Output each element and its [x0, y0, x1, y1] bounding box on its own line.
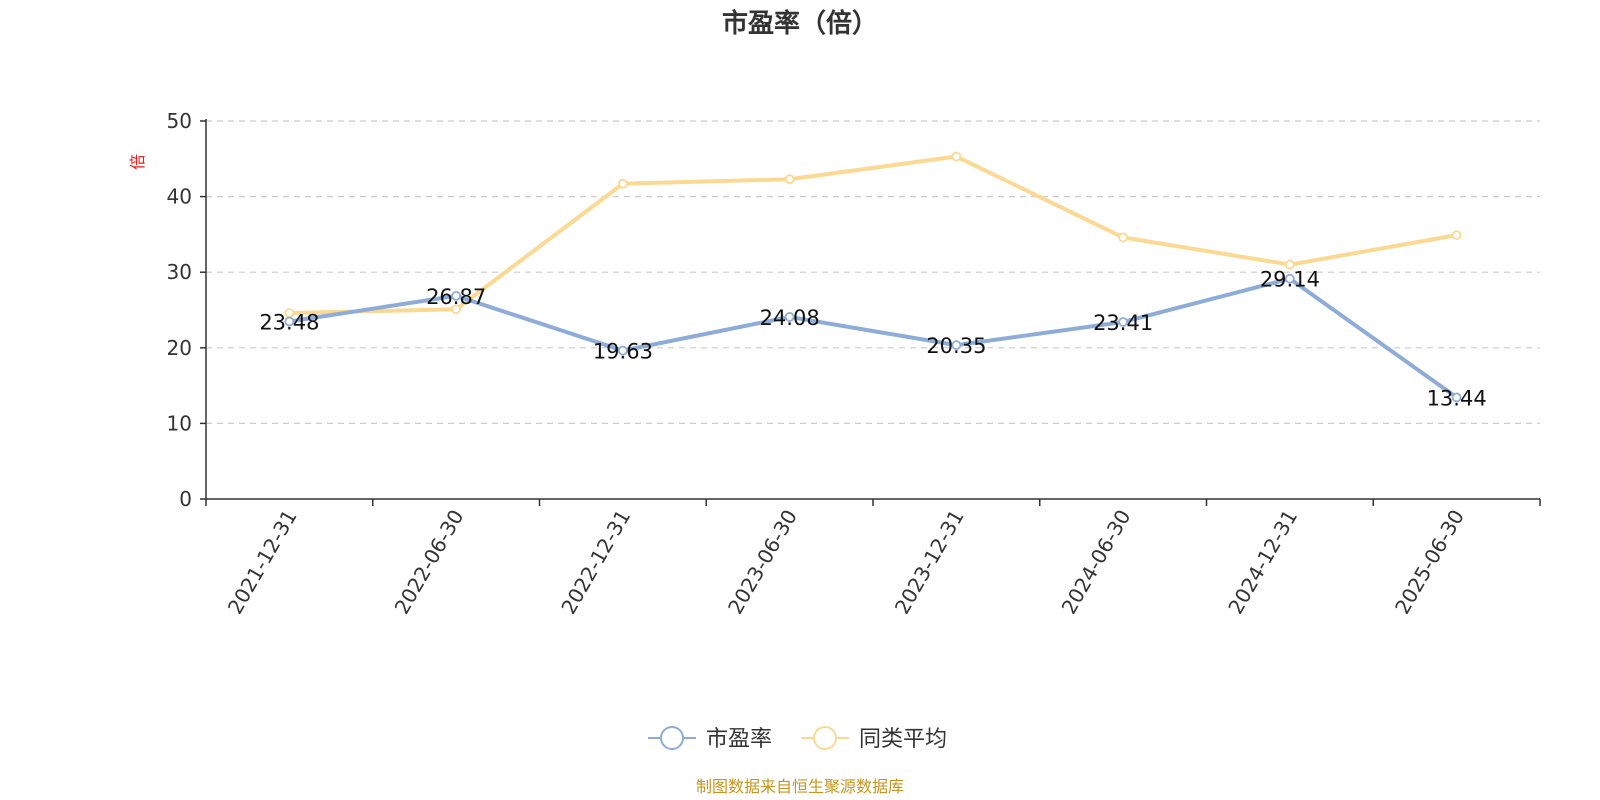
data-label: 24.08 [760, 306, 820, 330]
data-label: 23.48 [259, 310, 319, 334]
data-point[interactable] [951, 340, 962, 351]
data-point[interactable] [1451, 392, 1462, 403]
data-point[interactable] [784, 312, 795, 322]
legend[interactable]: 市盈率 同类平均 [648, 726, 947, 752]
data-point[interactable] [951, 151, 962, 162]
legend-marker[interactable] [660, 726, 684, 750]
data-point[interactable] [451, 304, 462, 315]
legend-label[interactable]: 市盈率 [706, 727, 772, 752]
series-line [289, 276, 1458, 400]
data-label: 26.87 [426, 285, 486, 309]
y-tick-label: 0 [179, 487, 192, 511]
data-labels: 23.48 26.87 19.63 24.08 20.35 23.41 29.14 13.44 [259, 268, 1486, 411]
x-tick-label: 2023-06-30 [723, 506, 802, 619]
data-point[interactable] [784, 174, 795, 185]
data-label: 23.41 [1093, 311, 1153, 335]
data-point[interactable] [1284, 273, 1295, 284]
y-tick-label: 20 [167, 336, 192, 360]
y-tick-label: 50 [167, 109, 192, 133]
data-label: 29.14 [1260, 268, 1320, 292]
legend-label[interactable]: 同类平均 [859, 727, 947, 752]
chart-title: 市盈率（倍） [722, 8, 878, 39]
grid-lines [206, 120, 1540, 424]
axes: 0 10 20 30 40 50 2021-12-31 2022-06-30 2022-12-3… [167, 109, 1541, 619]
x-tick-label: 2025-06-30 [1390, 506, 1469, 619]
x-tick-label: 2022-12-31 [556, 506, 635, 619]
x-tick-label: 2024-06-30 [1057, 506, 1136, 619]
data-point[interactable] [451, 290, 462, 301]
data-point[interactable] [1284, 259, 1295, 270]
source-note: 制图数据来自恒生聚源数据库 [696, 777, 904, 796]
data-point[interactable] [1451, 230, 1462, 241]
x-tick-label: 2021-12-31 [223, 506, 302, 619]
x-tick-label: 2024-12-31 [1223, 506, 1302, 619]
data-point[interactable] [617, 178, 628, 189]
series-layer [284, 151, 1462, 403]
data-label: 13.44 [1427, 386, 1487, 410]
data-label: 20.35 [926, 334, 986, 358]
y-tick-label: 30 [167, 260, 192, 284]
legend-marker[interactable] [813, 726, 837, 750]
series-line [289, 154, 1457, 316]
data-point[interactable] [1118, 232, 1129, 243]
data-point[interactable] [617, 345, 628, 356]
x-tick-label: 2023-12-31 [890, 506, 969, 619]
x-tick-label: 2022-06-30 [390, 506, 469, 619]
y-tick-label: 40 [167, 185, 192, 209]
data-label: 19.63 [593, 340, 653, 364]
y-tick-label: 10 [167, 411, 192, 435]
data-point[interactable] [284, 316, 295, 327]
data-point[interactable] [1118, 317, 1129, 327]
y-axis-unit: 倍 [128, 154, 147, 170]
